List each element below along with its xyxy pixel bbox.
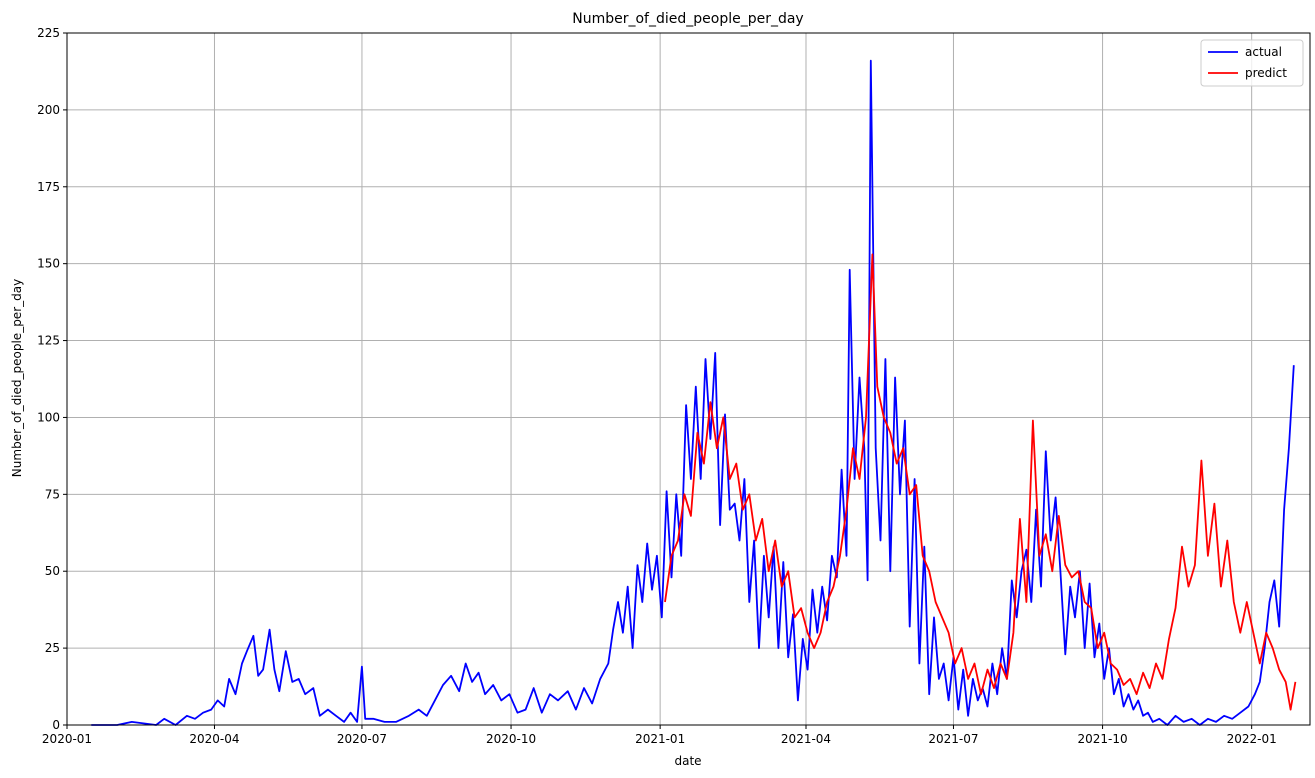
y-tick-label: 150 (37, 257, 60, 271)
y-tick-label: 25 (45, 641, 60, 655)
y-tick-label: 225 (37, 26, 60, 40)
x-tick-label: 2021-04 (781, 732, 831, 746)
x-tick-label: 2021-10 (1077, 732, 1127, 746)
legend: actual predict (1200, 39, 1304, 87)
x-tick-label: 2020-04 (189, 732, 239, 746)
plot-frame (66, 32, 1311, 726)
x-axis-label: date (674, 754, 701, 768)
x-tick-label: 2021-07 (928, 732, 978, 746)
x-tick-label: 2020-07 (337, 732, 387, 746)
x-tick-label: 2022-01 (1227, 732, 1277, 746)
y-tick-label: 125 (37, 334, 60, 348)
series-line-actual (91, 59, 1295, 726)
y-axis-ticks: 0 25 50 75 100 125 150 175 200 225 (37, 26, 67, 732)
y-tick-label: 200 (37, 103, 60, 117)
y-tick-label: 50 (45, 564, 60, 578)
series-lines (91, 59, 1297, 726)
y-tick-label: 0 (52, 718, 60, 732)
y-tick-label: 100 (37, 410, 60, 424)
series-line-predict (664, 253, 1297, 711)
legend-label-predict: predict (1245, 66, 1287, 80)
x-tick-label: 2021-01 (635, 732, 685, 746)
y-axis-label: Number_of_died_people_per_day (10, 279, 24, 477)
y-tick-label: 75 (45, 487, 60, 501)
chart-title: Number_of_died_people_per_day (572, 11, 803, 27)
x-axis-ticks: 2020-01 2020-04 2020-07 2020-10 2021-01 2021-… (42, 725, 1277, 746)
x-tick-label: 2020-01 (42, 732, 92, 746)
legend-label-actual: actual (1245, 45, 1282, 59)
y-tick-label: 175 (37, 180, 60, 194)
x-tick-label: 2020-10 (486, 732, 536, 746)
